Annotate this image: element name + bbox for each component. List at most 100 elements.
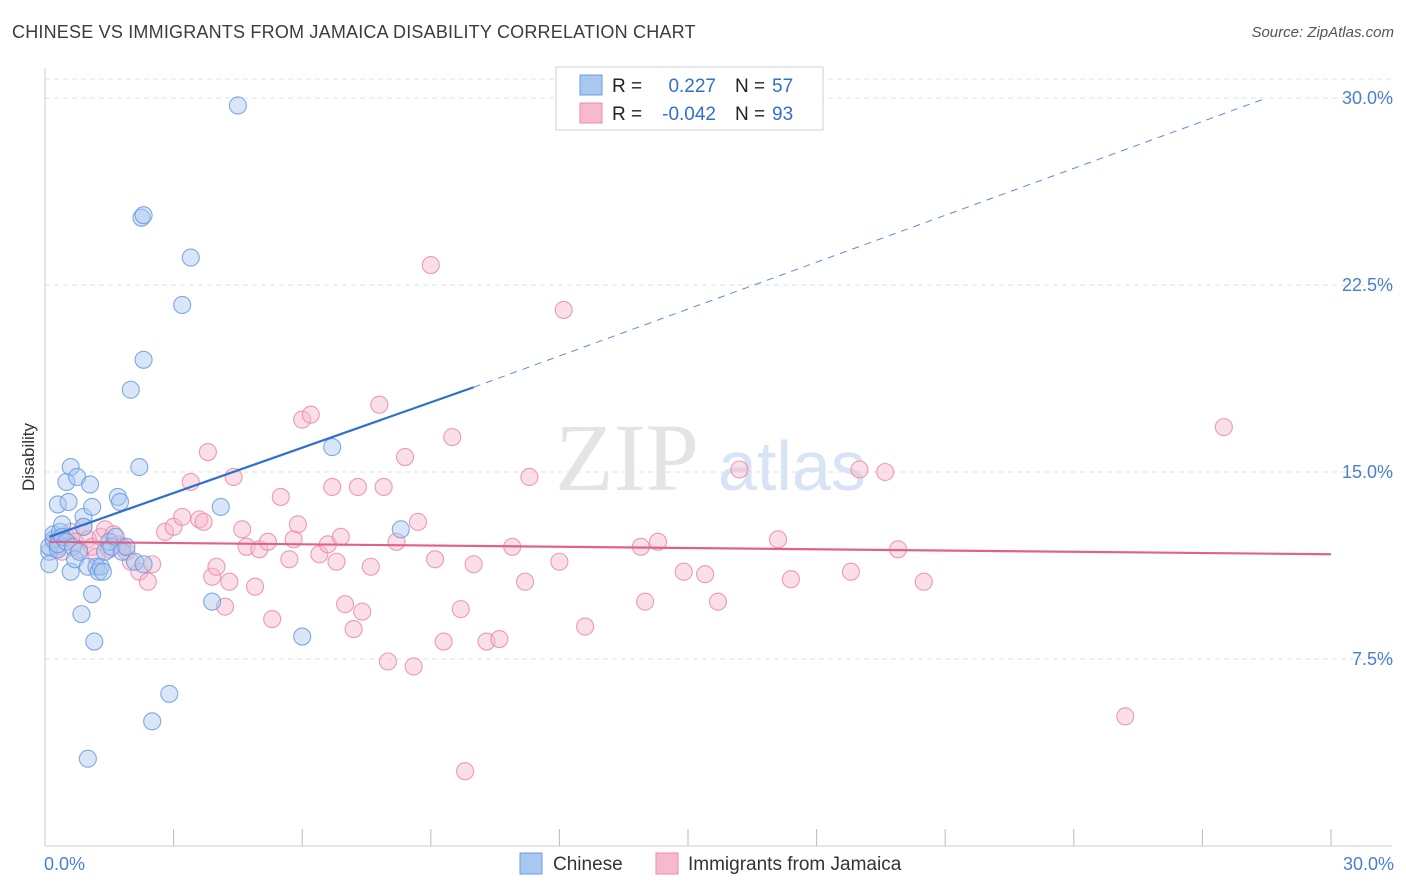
jamaica-point [293, 410, 312, 429]
jamaica-point [404, 657, 423, 676]
y-tick-label: 15.0% [1342, 462, 1393, 482]
jamaica-point [331, 527, 350, 546]
chart-title: CHINESE VS IMMIGRANTS FROM JAMAICA DISAB… [12, 22, 696, 42]
jamaica-point [443, 428, 462, 447]
jamaica-point [914, 572, 933, 591]
chinese-point [59, 492, 78, 511]
jamaica-point [636, 592, 655, 611]
chinese-point [211, 497, 230, 516]
bottom-legend-swatch-chinese [519, 852, 543, 875]
jamaica-point [554, 300, 573, 319]
jamaica-point [696, 565, 715, 584]
chinese-trend-extension [473, 97, 1267, 388]
legend-r-label-jamaica: R = [612, 104, 642, 125]
legend-n-value-jamaica: 93 [772, 104, 793, 125]
chinese-point [70, 542, 89, 561]
series-legend: Chinese Immigrants from Jamaica [519, 852, 902, 875]
jamaica-points [44, 256, 1233, 781]
jamaica-point [841, 562, 860, 581]
jamaica-point [344, 620, 363, 639]
jamaica-point [280, 550, 299, 569]
chinese-point [48, 495, 67, 514]
y-tick-labels: 7.5% 15.0% 22.5% 30.0% [1342, 88, 1393, 669]
jamaica-point [173, 507, 192, 526]
jamaica-point [233, 520, 252, 539]
chinese-point [134, 350, 153, 369]
jamaica-point [648, 532, 668, 551]
jamaica-point [876, 462, 895, 482]
jamaica-point [1214, 418, 1233, 437]
legend-n-value-chinese: 57 [772, 76, 793, 97]
jamaica-point [768, 530, 788, 549]
chinese-point [85, 632, 104, 651]
legend-r-value-chinese: 0.227 [668, 76, 716, 97]
jamaica-point [207, 557, 226, 576]
x-tick-label-max: 30.0% [1343, 854, 1394, 874]
bottom-legend-label-jamaica: Immigrants from Jamaica [688, 854, 902, 875]
jamaica-point [288, 515, 307, 534]
jamaica-point [245, 577, 265, 596]
legend-n-label-jamaica: N = [735, 104, 765, 125]
chinese-point [323, 438, 342, 457]
source-label: Source: ZipAtlas.com [1251, 24, 1394, 41]
jamaica-point [258, 532, 277, 551]
jamaica-point [374, 477, 393, 497]
chinese-point [203, 592, 222, 611]
jamaica-point [353, 602, 372, 621]
jamaica-point [203, 567, 222, 586]
watermark-atlas: atlas [718, 427, 866, 505]
chinese-point [391, 520, 410, 539]
jamaica-point [361, 557, 380, 576]
x-tick-label-min: 0.0% [44, 854, 85, 874]
chinese-point [130, 457, 149, 477]
jamaica-point [520, 467, 539, 487]
jamaica-point [1116, 707, 1135, 726]
chinese-point [78, 749, 97, 768]
jamaica-point [490, 630, 509, 649]
chinese-point [134, 555, 153, 574]
y-tick-label: 7.5% [1352, 649, 1393, 669]
legend-n-label-chinese: N = [735, 76, 765, 97]
chinese-point [83, 497, 102, 516]
trend-lines [48, 97, 1332, 556]
jamaica-point [456, 762, 475, 781]
chinese-trend-line [48, 386, 475, 538]
jamaica-point [336, 595, 355, 614]
chinese-point [228, 96, 247, 115]
jamaica-point [301, 405, 320, 424]
jamaica-point [516, 572, 535, 591]
jamaica-point [396, 447, 415, 467]
jamaica-point [708, 592, 728, 611]
chinese-points [40, 96, 410, 768]
axes [44, 68, 1392, 847]
jamaica-point [421, 256, 440, 275]
chinese-point [160, 684, 179, 703]
y-axis-title: Disability [19, 422, 38, 491]
jamaica-point [370, 395, 389, 414]
jamaica-point [408, 512, 427, 531]
jamaica-point [138, 572, 157, 591]
jamaica-point [348, 477, 367, 497]
jamaica-point [198, 443, 217, 462]
bottom-legend-label-chinese: Chinese [553, 854, 623, 875]
legend-r-value-jamaica: -0.042 [662, 104, 716, 125]
chinese-point [143, 712, 162, 731]
chinese-point [57, 472, 76, 492]
chinese-point [40, 555, 59, 574]
legend-swatch-jamaica [579, 102, 603, 124]
jamaica-trend-line [49, 540, 1332, 556]
chinese-point [117, 537, 136, 556]
chinese-point [61, 457, 80, 477]
jamaica-point [434, 632, 453, 651]
chinese-point [72, 605, 91, 624]
jamaica-point [263, 610, 282, 629]
legend-swatch-chinese [579, 74, 603, 96]
chinese-point [134, 206, 153, 225]
jamaica-point [378, 652, 397, 671]
x-tick-marks [173, 829, 1332, 846]
chinese-point [293, 627, 312, 646]
chinese-point [93, 562, 112, 581]
jamaica-point [327, 552, 346, 571]
jamaica-point [323, 477, 342, 497]
